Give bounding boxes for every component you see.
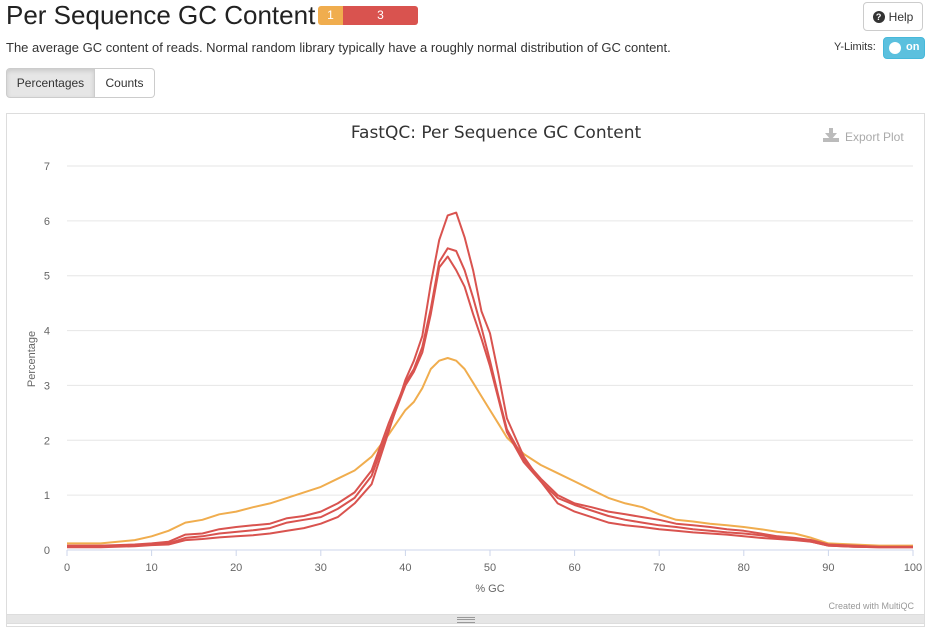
x-tick-label: 60 [568,562,580,574]
series-line-1[interactable] [67,357,913,547]
x-tick-label: 80 [738,562,750,574]
grid-lines [67,165,913,496]
y-tick-labels: 0 1 2 3 4 5 6 7 [44,161,50,557]
series-line-2[interactable] [67,247,913,548]
y-axis-label: Percentage [26,331,38,387]
x-tick-labels: 0 10 20 30 40 50 60 70 80 90 100 [64,550,922,574]
x-axis-label: % GC [475,583,504,595]
grip-icon [457,617,475,623]
series-line-4[interactable] [67,211,913,549]
status-warn-count[interactable]: 1 [318,6,343,25]
series-line-3[interactable] [67,255,913,549]
x-tick-label: 70 [653,562,665,574]
plot-resize-handle[interactable] [6,614,925,624]
page-title: Per Sequence GC Content [6,0,316,30]
tab-percentages[interactable]: Percentages [6,68,95,98]
x-tick-label: 30 [315,562,327,574]
x-tick-label: 100 [904,562,922,574]
x-tick-label: 0 [64,562,70,574]
x-tick-label: 40 [399,562,411,574]
help-button-label: Help [888,9,914,24]
tab-counts[interactable]: Counts [95,68,155,98]
toggle-knob [889,42,901,54]
export-plot-button[interactable]: Export Plot [823,128,904,144]
y-tick-label: 5 [44,271,50,283]
y-tick-label: 3 [44,380,50,392]
y-tick-label: 7 [44,161,50,173]
x-tick-label: 50 [484,562,496,574]
chart-title: FastQC: Per Sequence GC Content [351,123,642,143]
y-tick-label: 1 [44,490,50,502]
data-view-tabs: Percentages Counts [6,68,155,98]
ylimits-label: Y-Limits: [834,41,876,53]
x-tick-label: 10 [145,562,157,574]
question-circle-icon: ? [872,10,885,23]
status-fail-count[interactable]: 3 [343,6,418,25]
credit-text: Created with MultiQC [828,601,914,611]
series-lines [67,211,913,549]
y-tick-label: 2 [44,435,50,447]
help-button[interactable]: ? Help [863,2,923,31]
download-icon [823,128,839,142]
y-tick-label: 6 [44,216,50,228]
ylimits-toggle[interactable]: on [883,37,925,59]
y-tick-label: 0 [44,545,50,557]
export-plot-label: Export Plot [845,130,904,144]
x-tick-label: 20 [230,562,242,574]
x-tick-label: 90 [822,562,834,574]
section-description: The average GC content of reads. Normal … [6,40,671,55]
y-tick-label: 4 [44,326,50,338]
ylimits-state: on [906,41,920,53]
status-bar[interactable]: 1 3 [318,6,418,25]
